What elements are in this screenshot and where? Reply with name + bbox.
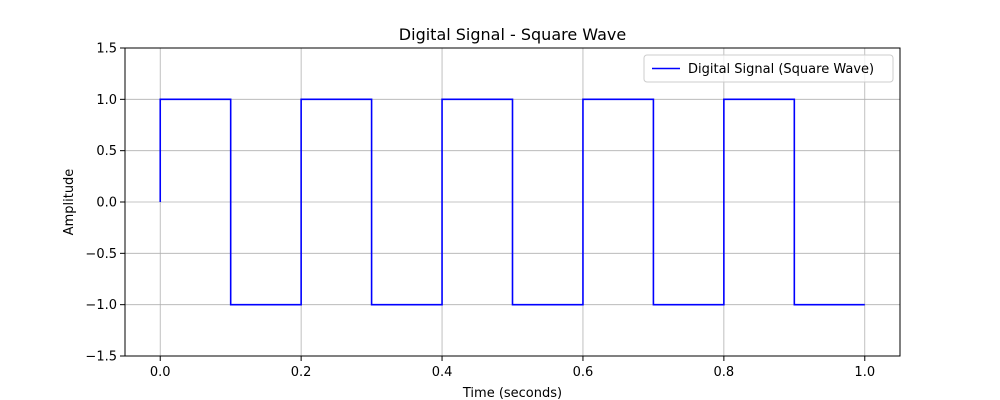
ticks: 0.0 0.2 0.4 0.6 0.8 1.0 −1.5 −1.0 −0.5 0.0 0.5 1.0 1… [85,42,875,381]
y-axis-label: Amplitude [62,169,77,236]
legend-box [643,54,894,83]
legend: Digital Signal (Square Wave) [643,54,894,83]
x-tick-label: 0.4 [432,365,453,380]
y-tick-label: 1.5 [96,42,117,57]
x-tick-label: 0.0 [150,365,171,380]
series-line-0 [159,98,865,306]
y-tick-label: 1.0 [96,93,117,108]
series-layer [159,98,865,306]
y-tick-label: 0.0 [96,196,117,211]
x-tick-label: 1.0 [854,365,875,380]
x-tick-label: 0.2 [291,365,312,380]
chart-title: Digital Signal - Square Wave [399,25,626,44]
legend-entry-label: Digital Signal (Square Wave) [688,62,874,77]
y-tick-label: −0.5 [85,247,117,262]
x-tick-label: 0.8 [714,365,735,380]
y-tick-label: −1.5 [85,350,117,365]
y-tick-label: 0.5 [96,144,117,159]
y-tick-label: −1.0 [85,298,117,313]
x-tick-label: 0.6 [573,365,594,380]
x-axis-label: Time (seconds) [462,386,562,400]
